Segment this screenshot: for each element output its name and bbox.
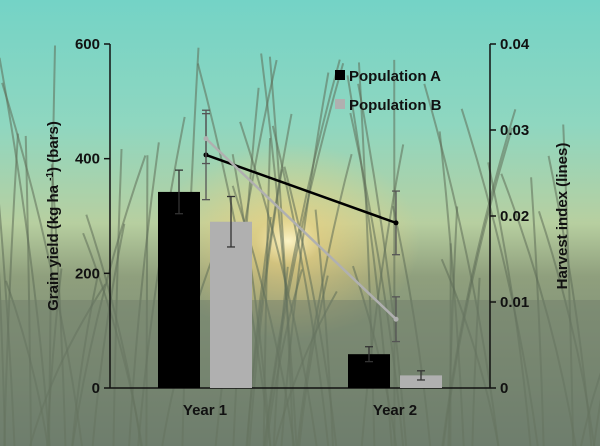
legend-label-b: Population B <box>349 97 442 114</box>
left-tick-label: 600 <box>75 36 100 53</box>
grass-blade <box>1 82 83 446</box>
bar <box>158 191 200 388</box>
grass-blade <box>5 280 49 446</box>
bar <box>400 375 442 388</box>
legend-swatch-a <box>335 70 345 80</box>
x-ticks: Year 1 Year 2 <box>183 402 417 419</box>
grass-blade <box>71 155 147 446</box>
grass-blade <box>592 398 600 446</box>
right-tick-label: 0.02 <box>500 208 529 225</box>
grass-blade <box>447 206 459 446</box>
grass-blade <box>274 290 338 446</box>
grass-blade <box>50 164 67 446</box>
harvest-index-line <box>205 137 397 321</box>
grass-blade <box>0 203 16 446</box>
grass-blade <box>112 148 123 446</box>
legend-swatch-b <box>335 99 345 109</box>
grass-blade <box>48 45 57 446</box>
harvest-index-line <box>205 153 397 225</box>
bar <box>210 221 252 388</box>
legend: Population A Population B <box>335 68 442 114</box>
grass-blade <box>265 269 303 446</box>
grass-blade <box>537 210 596 446</box>
left-tick-label: 200 <box>75 265 100 282</box>
grass-blade <box>460 108 539 446</box>
grass-blade <box>580 372 600 446</box>
grass-blade <box>500 173 577 446</box>
right-tick-label: 0.01 <box>500 294 529 311</box>
lines-group <box>202 109 400 343</box>
grass-blade <box>442 127 514 446</box>
right-tick-label: 0.03 <box>500 122 529 139</box>
grass-blade <box>0 57 51 446</box>
grass-blade <box>128 142 160 446</box>
right-tick-label: 0.04 <box>500 36 530 53</box>
left-y-ticks: 0 200 400 600 <box>75 36 110 397</box>
x-tick-label: Year 2 <box>373 402 417 419</box>
grass-blade <box>357 83 408 446</box>
grass-blade <box>296 153 353 446</box>
grass-blade <box>471 277 481 446</box>
left-tick-label: 0 <box>92 380 100 397</box>
grass-blade <box>0 271 7 446</box>
grass-blade <box>239 121 318 446</box>
right-y-axis-title: Harvest index (lines) <box>554 143 571 290</box>
right-tick-label: 0 <box>500 380 508 397</box>
grass-blade <box>82 232 144 446</box>
grass-blade <box>91 223 126 446</box>
left-tick-label: 400 <box>75 151 100 168</box>
line-point <box>393 316 399 322</box>
grass-blade <box>231 154 272 446</box>
grass-blade <box>562 124 575 446</box>
grass-blade <box>314 209 334 446</box>
grass-blade <box>357 62 376 446</box>
grass-blade <box>3 133 19 446</box>
grass-blade <box>423 83 500 446</box>
grass-blade <box>271 125 330 446</box>
right-y-ticks: 0 0.01 0.02 0.03 0.04 <box>490 36 530 397</box>
grass-blade <box>263 59 341 446</box>
grass-blade <box>145 155 149 446</box>
background-ground <box>0 300 600 446</box>
left-y-axis-title: Grain yield (kg ha -1) (bars) <box>45 121 62 311</box>
grass-blade <box>392 205 432 446</box>
line-point <box>393 220 399 226</box>
grass-blade <box>137 116 186 446</box>
grass-blade <box>24 135 33 446</box>
grass-blade <box>71 273 100 446</box>
grass-blade <box>530 177 545 446</box>
bars-group <box>158 169 442 388</box>
line-point <box>203 136 209 142</box>
legend-label-a: Population A <box>349 68 441 85</box>
x-tick-label: Year 1 <box>183 402 227 419</box>
grass-blade <box>280 72 330 446</box>
